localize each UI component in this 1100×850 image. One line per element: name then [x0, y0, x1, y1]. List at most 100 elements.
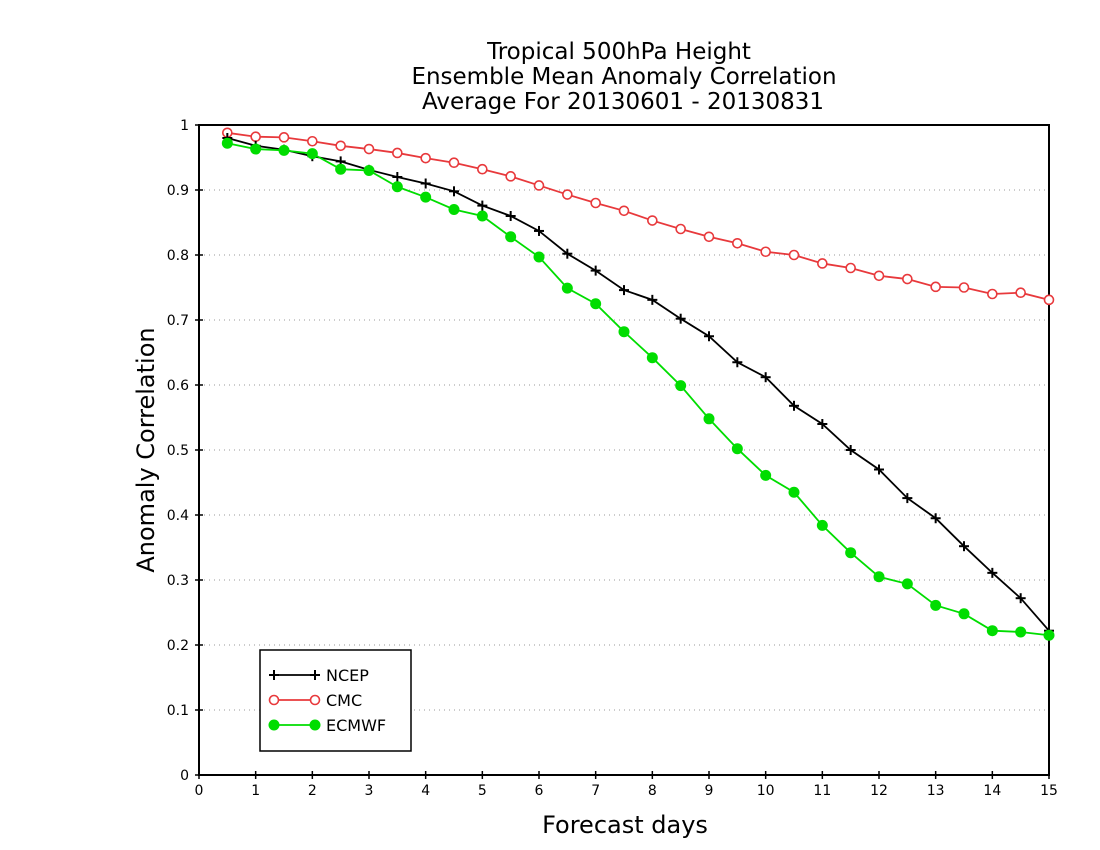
legend-item-ncep: NCEP — [269, 666, 369, 685]
x-tick-label: 2 — [308, 783, 317, 799]
data-point — [845, 445, 856, 455]
data-point — [874, 464, 884, 475]
data-point — [930, 281, 941, 293]
data-point — [760, 246, 771, 258]
data-point — [250, 131, 261, 142]
x-tick-label: 7 — [591, 783, 600, 799]
data-point — [268, 719, 280, 731]
data-point — [561, 282, 573, 294]
data-point — [618, 326, 630, 338]
title-line-2: Ensemble Mean Anomaly Correlation — [411, 64, 836, 90]
data-point — [703, 231, 715, 243]
data-point — [534, 225, 544, 236]
x-tick-label: 13 — [927, 783, 945, 799]
data-point — [420, 152, 431, 164]
data-point — [477, 163, 488, 175]
x-tick-label: 9 — [705, 783, 714, 799]
data-point — [959, 541, 969, 552]
data-point — [760, 372, 771, 383]
legend-label: CMC — [326, 691, 362, 710]
data-point — [930, 599, 942, 611]
data-point — [760, 469, 772, 481]
x-tick-label: 11 — [813, 783, 831, 799]
data-point — [449, 186, 459, 197]
series-line-cmc — [227, 131, 1050, 301]
data-point — [987, 567, 998, 578]
data-point — [420, 191, 432, 203]
data-point — [675, 223, 686, 235]
data-point — [562, 248, 573, 259]
data-point — [873, 270, 885, 282]
x-tick-label: 14 — [983, 783, 1001, 799]
data-point — [731, 443, 743, 455]
series-line-ncep — [227, 137, 1050, 632]
data-point — [392, 147, 403, 159]
data-point — [1043, 294, 1055, 306]
data-point — [505, 171, 516, 182]
data-point — [1015, 287, 1026, 299]
data-point — [562, 189, 573, 200]
legend-item-cmc: CMC — [268, 691, 362, 710]
x-tick-label: 1 — [251, 783, 260, 799]
data-point — [1043, 629, 1055, 641]
data-point — [590, 197, 601, 209]
data-point — [363, 165, 375, 176]
data-point — [590, 298, 602, 310]
data-point — [704, 331, 714, 342]
y-tick-label: 0.3 — [167, 573, 189, 589]
series-ncep — [222, 133, 1054, 636]
data-point — [646, 352, 658, 364]
data-point — [930, 513, 941, 524]
x-tick-label: 3 — [365, 783, 374, 799]
x-tick-label: 15 — [1040, 783, 1058, 799]
x-tick-label: 0 — [195, 783, 204, 799]
data-point — [278, 144, 290, 156]
data-point — [958, 608, 970, 620]
data-point — [335, 140, 346, 152]
data-point — [306, 148, 318, 160]
data-point — [902, 273, 913, 285]
data-point — [732, 357, 743, 368]
data-point — [788, 249, 800, 261]
data-point — [448, 157, 460, 168]
data-point — [533, 251, 545, 263]
data-point — [477, 200, 488, 211]
data-point — [505, 231, 517, 243]
y-tick-label: 0.7 — [167, 313, 189, 329]
data-point — [958, 282, 970, 293]
data-point — [845, 262, 856, 274]
data-point — [618, 205, 630, 217]
data-point — [448, 204, 460, 215]
y-tick-label: 0.1 — [167, 703, 189, 719]
data-point — [392, 172, 403, 182]
y-tick-label: 0.6 — [167, 378, 189, 394]
data-point — [902, 493, 913, 504]
legend-label: NCEP — [326, 666, 369, 685]
x-axis-label: Forecast days — [542, 811, 708, 839]
data-point — [647, 215, 658, 226]
data-point — [817, 258, 828, 269]
data-point — [788, 486, 800, 498]
data-point — [268, 694, 280, 706]
data-point — [873, 571, 885, 583]
series-layer — [221, 127, 1055, 641]
gridlines — [199, 189, 1049, 711]
legend: NCEP CMC ECMWF — [259, 649, 412, 752]
y-tick-label: 0.5 — [167, 443, 189, 459]
series-line-ecmwf — [227, 142, 1050, 637]
data-point — [590, 265, 601, 276]
y-axis-label: Anomaly Correlation — [132, 327, 160, 572]
data-point — [363, 143, 375, 155]
data-point — [391, 181, 403, 193]
data-point — [675, 313, 686, 324]
y-tick-label: 0.2 — [167, 638, 189, 654]
axes: 00.10.20.30.40.50.60.70.80.910 1 2 3 4 5 6 7 8 9 1… — [167, 118, 1058, 799]
data-point — [845, 547, 857, 559]
y-tick-label: 1 — [180, 118, 189, 134]
y-tick-label: 0.4 — [167, 508, 189, 524]
y-tick-label: 0.9 — [167, 183, 189, 199]
data-point — [901, 578, 913, 590]
data-point — [278, 132, 290, 143]
data-point — [476, 210, 488, 222]
